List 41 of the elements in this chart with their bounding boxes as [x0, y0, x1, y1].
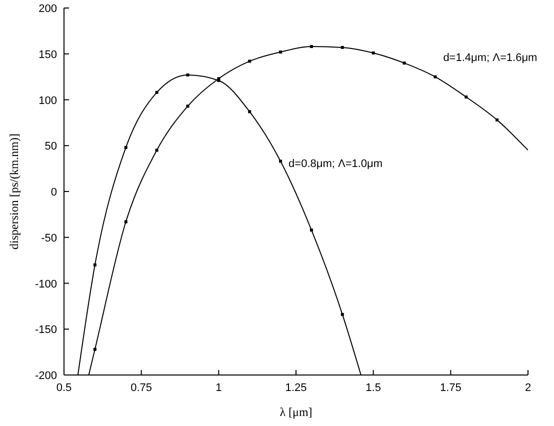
point — [464, 96, 468, 98]
x-tick-label: 1 — [216, 382, 222, 394]
series-label: d=1.4μm; Λ=1.6μm — [443, 52, 538, 64]
point — [434, 75, 437, 78]
point — [124, 220, 128, 224]
y-axis-title: dispersion [ps/(km.nm)] — [7, 134, 21, 250]
point — [93, 263, 96, 266]
point — [186, 104, 190, 108]
point — [279, 160, 282, 163]
point — [372, 51, 375, 54]
y-tick-label: 0 — [50, 186, 57, 198]
series-label: d=0.8μm; Λ=1.0μm — [288, 158, 383, 170]
y-tick-label: 50 — [44, 140, 57, 153]
x-tick-label: 0.5 — [56, 382, 72, 394]
x-tick-label: 1.5 — [366, 382, 381, 394]
point — [340, 312, 344, 316]
y-tick-label: 200 — [38, 3, 57, 15]
y-tick-label: -150 — [34, 324, 57, 336]
point — [155, 90, 158, 94]
x-tick-label: 2 — [524, 382, 532, 394]
point — [248, 60, 252, 63]
y-tick-label: -200 — [34, 370, 57, 382]
point — [340, 46, 344, 49]
x-axis-title: λ [μm] — [280, 405, 312, 419]
y-tick-label: -50 — [41, 232, 57, 244]
y-tick-label: -100 — [34, 278, 57, 290]
point — [124, 146, 128, 149]
point — [402, 62, 406, 65]
point — [279, 50, 282, 54]
y-tick-label: 100 — [38, 94, 57, 107]
point — [186, 73, 190, 76]
x-tick-label: 1.25 — [285, 382, 307, 394]
x-tick-label: 0.75 — [130, 382, 152, 394]
point — [93, 348, 96, 351]
point — [310, 45, 313, 48]
point — [310, 228, 313, 232]
point — [155, 148, 158, 152]
point — [248, 110, 252, 114]
point — [496, 118, 499, 122]
y-tick-label: 150 — [38, 48, 57, 61]
x-tick-label: 1.75 — [440, 382, 462, 394]
